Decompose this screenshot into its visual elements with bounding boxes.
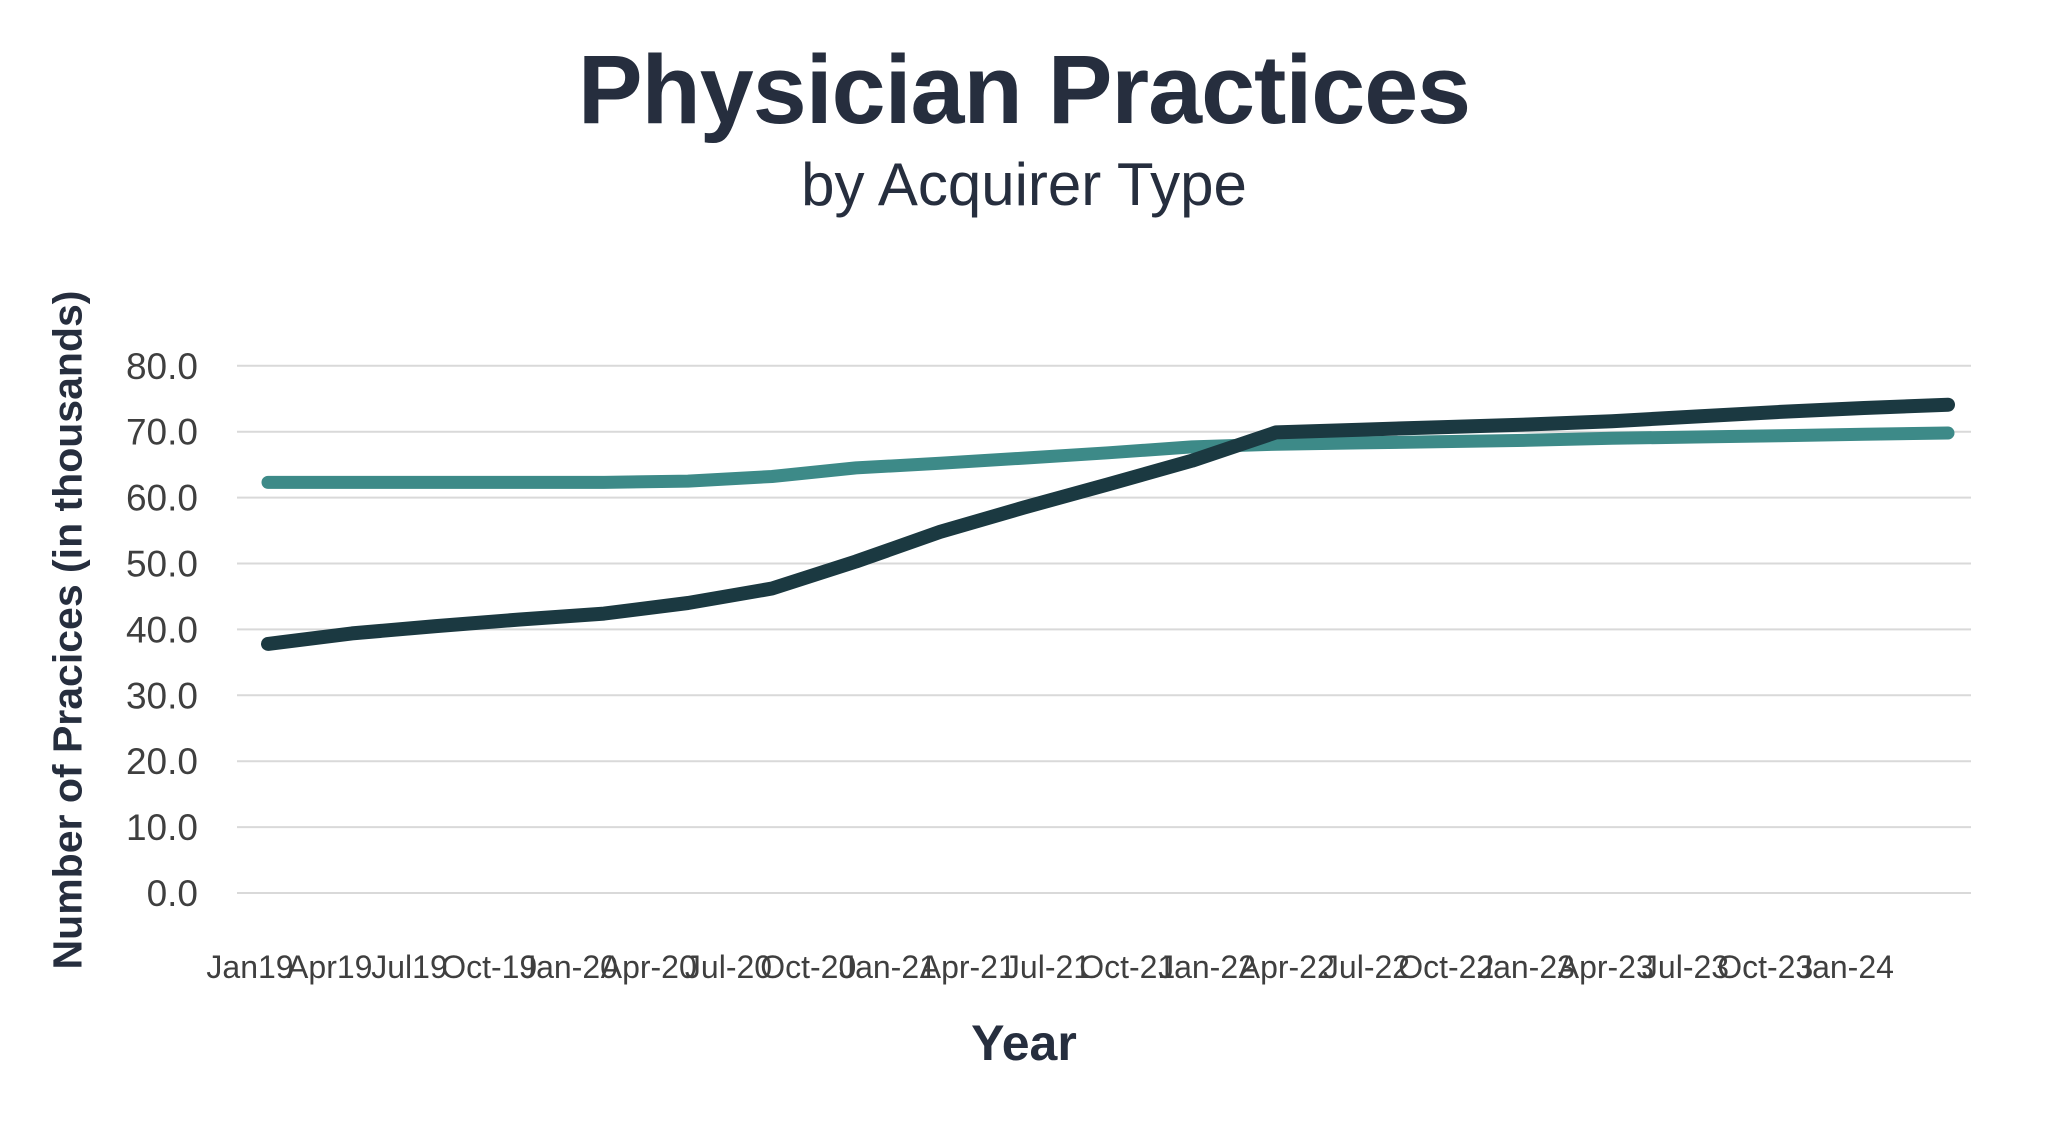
x-tick-label: Apr-23 (1558, 949, 1654, 985)
series-teal-line (261, 426, 1955, 489)
x-tick-label: Apr-20 (601, 949, 697, 985)
x-tick-label: Jan19 (206, 949, 293, 985)
x-tick-label: Oct-21 (1079, 949, 1175, 985)
x-tick-label: Jan-24 (1796, 949, 1894, 985)
chart-title: Physician Practices (577, 35, 1471, 144)
gridlines (237, 364, 1971, 894)
x-tick-label: Jan-23 (1477, 949, 1575, 985)
x-tick-label: Oct-19 (441, 949, 537, 985)
y-tick-labels: 0.0 10.0 20.0 30.0 40.0 50.0 60.0 70.0 80.0 (126, 346, 198, 914)
x-tick-label: Apr19 (287, 949, 372, 985)
chart-subtitle: by Acquirer Type (801, 151, 1247, 218)
x-tick-label: Jul19 (371, 949, 448, 985)
x-tick-label: Jan-22 (1158, 949, 1256, 985)
x-tick-label: Apr-22 (1239, 949, 1335, 985)
x-tick-label: Jul-20 (685, 949, 772, 985)
y-tick-label: 40.0 (126, 609, 198, 650)
y-tick-label: 20.0 (126, 741, 198, 782)
x-tick-label: Jul-21 (1004, 949, 1091, 985)
x-tick-label: Jul-22 (1323, 949, 1410, 985)
y-tick-label: 60.0 (126, 478, 198, 519)
y-tick-label: 0.0 (147, 873, 198, 914)
x-tick-label: Jul-23 (1642, 949, 1729, 985)
series-lines (261, 397, 1955, 651)
x-tick-labels: Jan19Apr19Jul19Oct-19Jan-20Apr-20Jul-20O… (206, 949, 1894, 985)
x-tick-label: Oct-20 (760, 949, 856, 985)
y-tick-label: 30.0 (126, 675, 198, 716)
y-tick-label: 50.0 (126, 544, 198, 585)
x-axis-title: Year (971, 1015, 1077, 1071)
x-tick-label: Apr-21 (920, 949, 1016, 985)
x-tick-label: Jan-20 (520, 949, 618, 985)
x-tick-label: Oct-22 (1398, 949, 1494, 985)
y-tick-label: 70.0 (126, 412, 198, 453)
y-tick-label: 80.0 (126, 346, 198, 387)
x-tick-label: Oct-23 (1717, 949, 1813, 985)
x-tick-label: Jan-21 (839, 949, 937, 985)
series-dark-line (261, 397, 1955, 651)
y-tick-label: 10.0 (126, 807, 198, 848)
